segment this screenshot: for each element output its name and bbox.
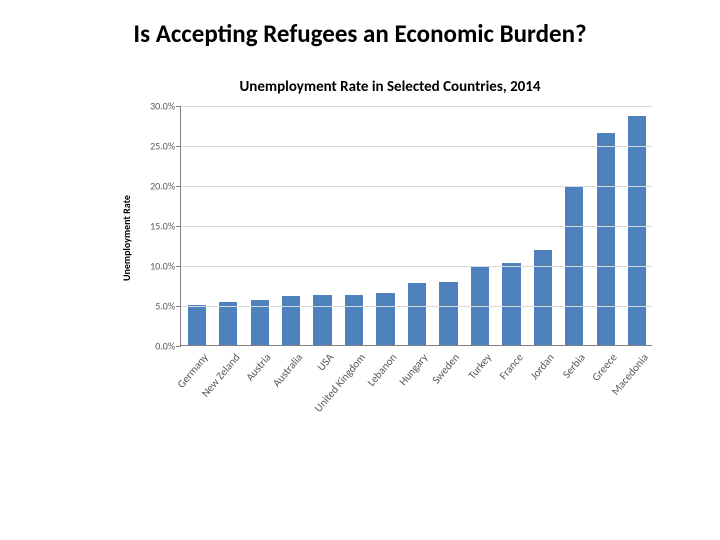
x-tick-label: Serbia <box>560 351 588 381</box>
bar <box>313 295 331 345</box>
gridline <box>181 106 652 107</box>
gridline <box>181 306 652 307</box>
y-tick-mark <box>176 226 181 227</box>
y-tick-mark <box>176 346 181 347</box>
chart-title: Unemployment Rate in Selected Countries,… <box>120 78 660 96</box>
bar <box>282 296 300 345</box>
gridline <box>181 226 652 227</box>
unemployment-chart: Unemployment Rate in Selected Countries,… <box>120 76 660 436</box>
x-tick-label: Australia <box>270 351 305 389</box>
bar <box>439 282 457 345</box>
gridline <box>181 266 652 267</box>
x-tick-label: Austria <box>243 351 273 384</box>
x-tick-label: USA <box>315 351 337 373</box>
bar <box>597 133 615 345</box>
y-tick-mark <box>176 266 181 267</box>
y-axis-title: Unemployment Rate <box>120 195 133 281</box>
gridline <box>181 186 652 187</box>
x-tick-label: Sweden <box>430 351 463 386</box>
x-tick-label: Turkey <box>465 351 494 382</box>
bar <box>376 293 394 345</box>
y-tick-label: 10.0% <box>150 260 175 273</box>
plot-area: GermanyNew ZelandAustriaAustraliaUSAUnit… <box>180 106 652 346</box>
slide: Is Accepting Refugees an Economic Burden… <box>0 0 720 540</box>
y-tick-label: 30.0% <box>150 100 175 113</box>
y-tick-mark <box>176 106 181 107</box>
y-tick-mark <box>176 186 181 187</box>
y-tick-label: 0.0% <box>155 340 175 353</box>
y-tick-label: 5.0% <box>155 300 175 313</box>
y-tick-mark <box>176 306 181 307</box>
bar <box>534 250 552 345</box>
bar <box>219 302 237 345</box>
slide-headline: Is Accepting Refugees an Economic Burden… <box>0 18 720 49</box>
y-tick-label: 25.0% <box>150 140 175 153</box>
gridline <box>181 146 652 147</box>
y-tick-label: 20.0% <box>150 180 175 193</box>
bar <box>345 295 363 345</box>
y-tick-label: 15.0% <box>150 220 175 233</box>
y-tick-mark <box>176 146 181 147</box>
x-tick-label: Jordan <box>528 351 557 382</box>
bar <box>188 305 206 345</box>
bar <box>408 283 426 345</box>
x-tick-label: France <box>496 351 525 382</box>
bar <box>628 116 646 345</box>
x-tick-label: Lebanon <box>365 351 400 389</box>
x-tick-label: Hungary <box>397 351 431 388</box>
bar <box>502 263 520 345</box>
x-tick-label: Greece <box>589 351 619 384</box>
